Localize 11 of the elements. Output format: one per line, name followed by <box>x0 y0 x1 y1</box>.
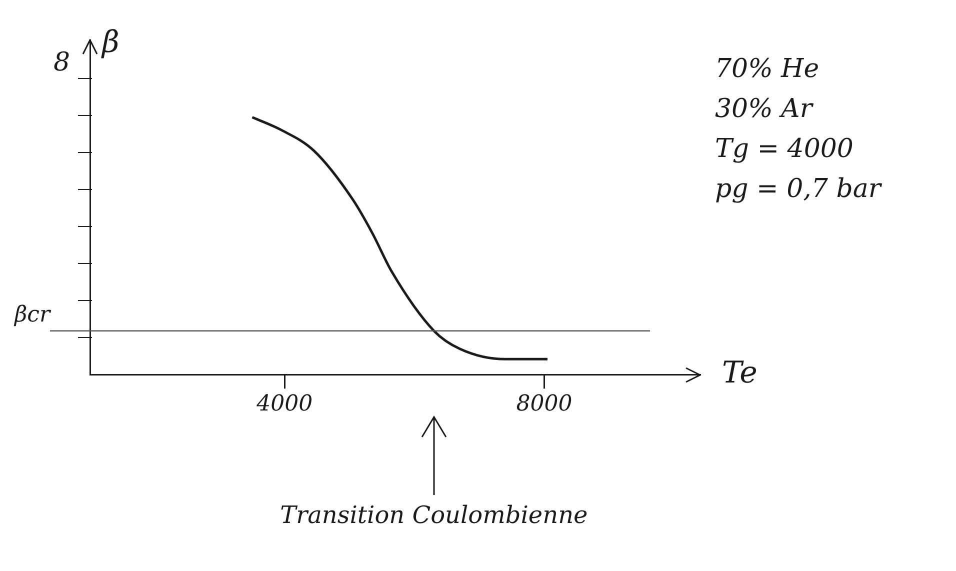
text: pg = 0,7 bar <box>715 174 882 204</box>
x-axis-title: Te <box>722 355 758 390</box>
y-axis-title: β <box>101 24 120 60</box>
x-tick-label: 4000 <box>256 392 313 417</box>
text: Transition Coulombienne <box>280 500 588 529</box>
text: 8 <box>53 47 70 78</box>
text: 30% Ar <box>715 94 814 124</box>
x-tick-label: 8000 <box>516 392 572 417</box>
ref-line-label: βcr <box>13 302 52 328</box>
text: Tg = 4000 <box>715 134 854 164</box>
text: 70% He <box>715 54 820 84</box>
